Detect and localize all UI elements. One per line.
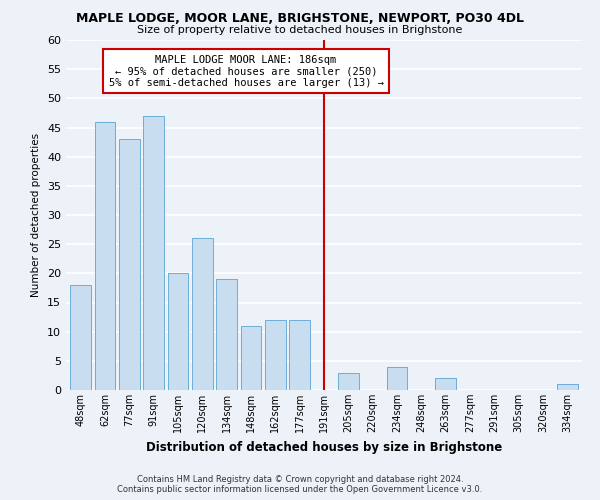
Bar <box>95 122 115 390</box>
Bar <box>338 372 359 390</box>
Text: MAPLE LODGE, MOOR LANE, BRIGHSTONE, NEWPORT, PO30 4DL: MAPLE LODGE, MOOR LANE, BRIGHSTONE, NEWP… <box>76 12 524 26</box>
Text: Size of property relative to detached houses in Brighstone: Size of property relative to detached ho… <box>137 25 463 35</box>
Text: MAPLE LODGE MOOR LANE: 186sqm
← 95% of detached houses are smaller (250)
5% of s: MAPLE LODGE MOOR LANE: 186sqm ← 95% of d… <box>109 54 383 88</box>
Bar <box>143 116 164 390</box>
Bar <box>70 285 91 390</box>
Text: Contains HM Land Registry data © Crown copyright and database right 2024.
Contai: Contains HM Land Registry data © Crown c… <box>118 474 482 494</box>
Bar <box>386 366 407 390</box>
Bar <box>119 139 140 390</box>
Bar <box>265 320 286 390</box>
X-axis label: Distribution of detached houses by size in Brighstone: Distribution of detached houses by size … <box>146 440 502 454</box>
Y-axis label: Number of detached properties: Number of detached properties <box>31 133 41 297</box>
Bar <box>167 274 188 390</box>
Bar <box>436 378 456 390</box>
Bar <box>216 279 237 390</box>
Bar <box>241 326 262 390</box>
Bar <box>289 320 310 390</box>
Bar <box>192 238 212 390</box>
Bar <box>557 384 578 390</box>
